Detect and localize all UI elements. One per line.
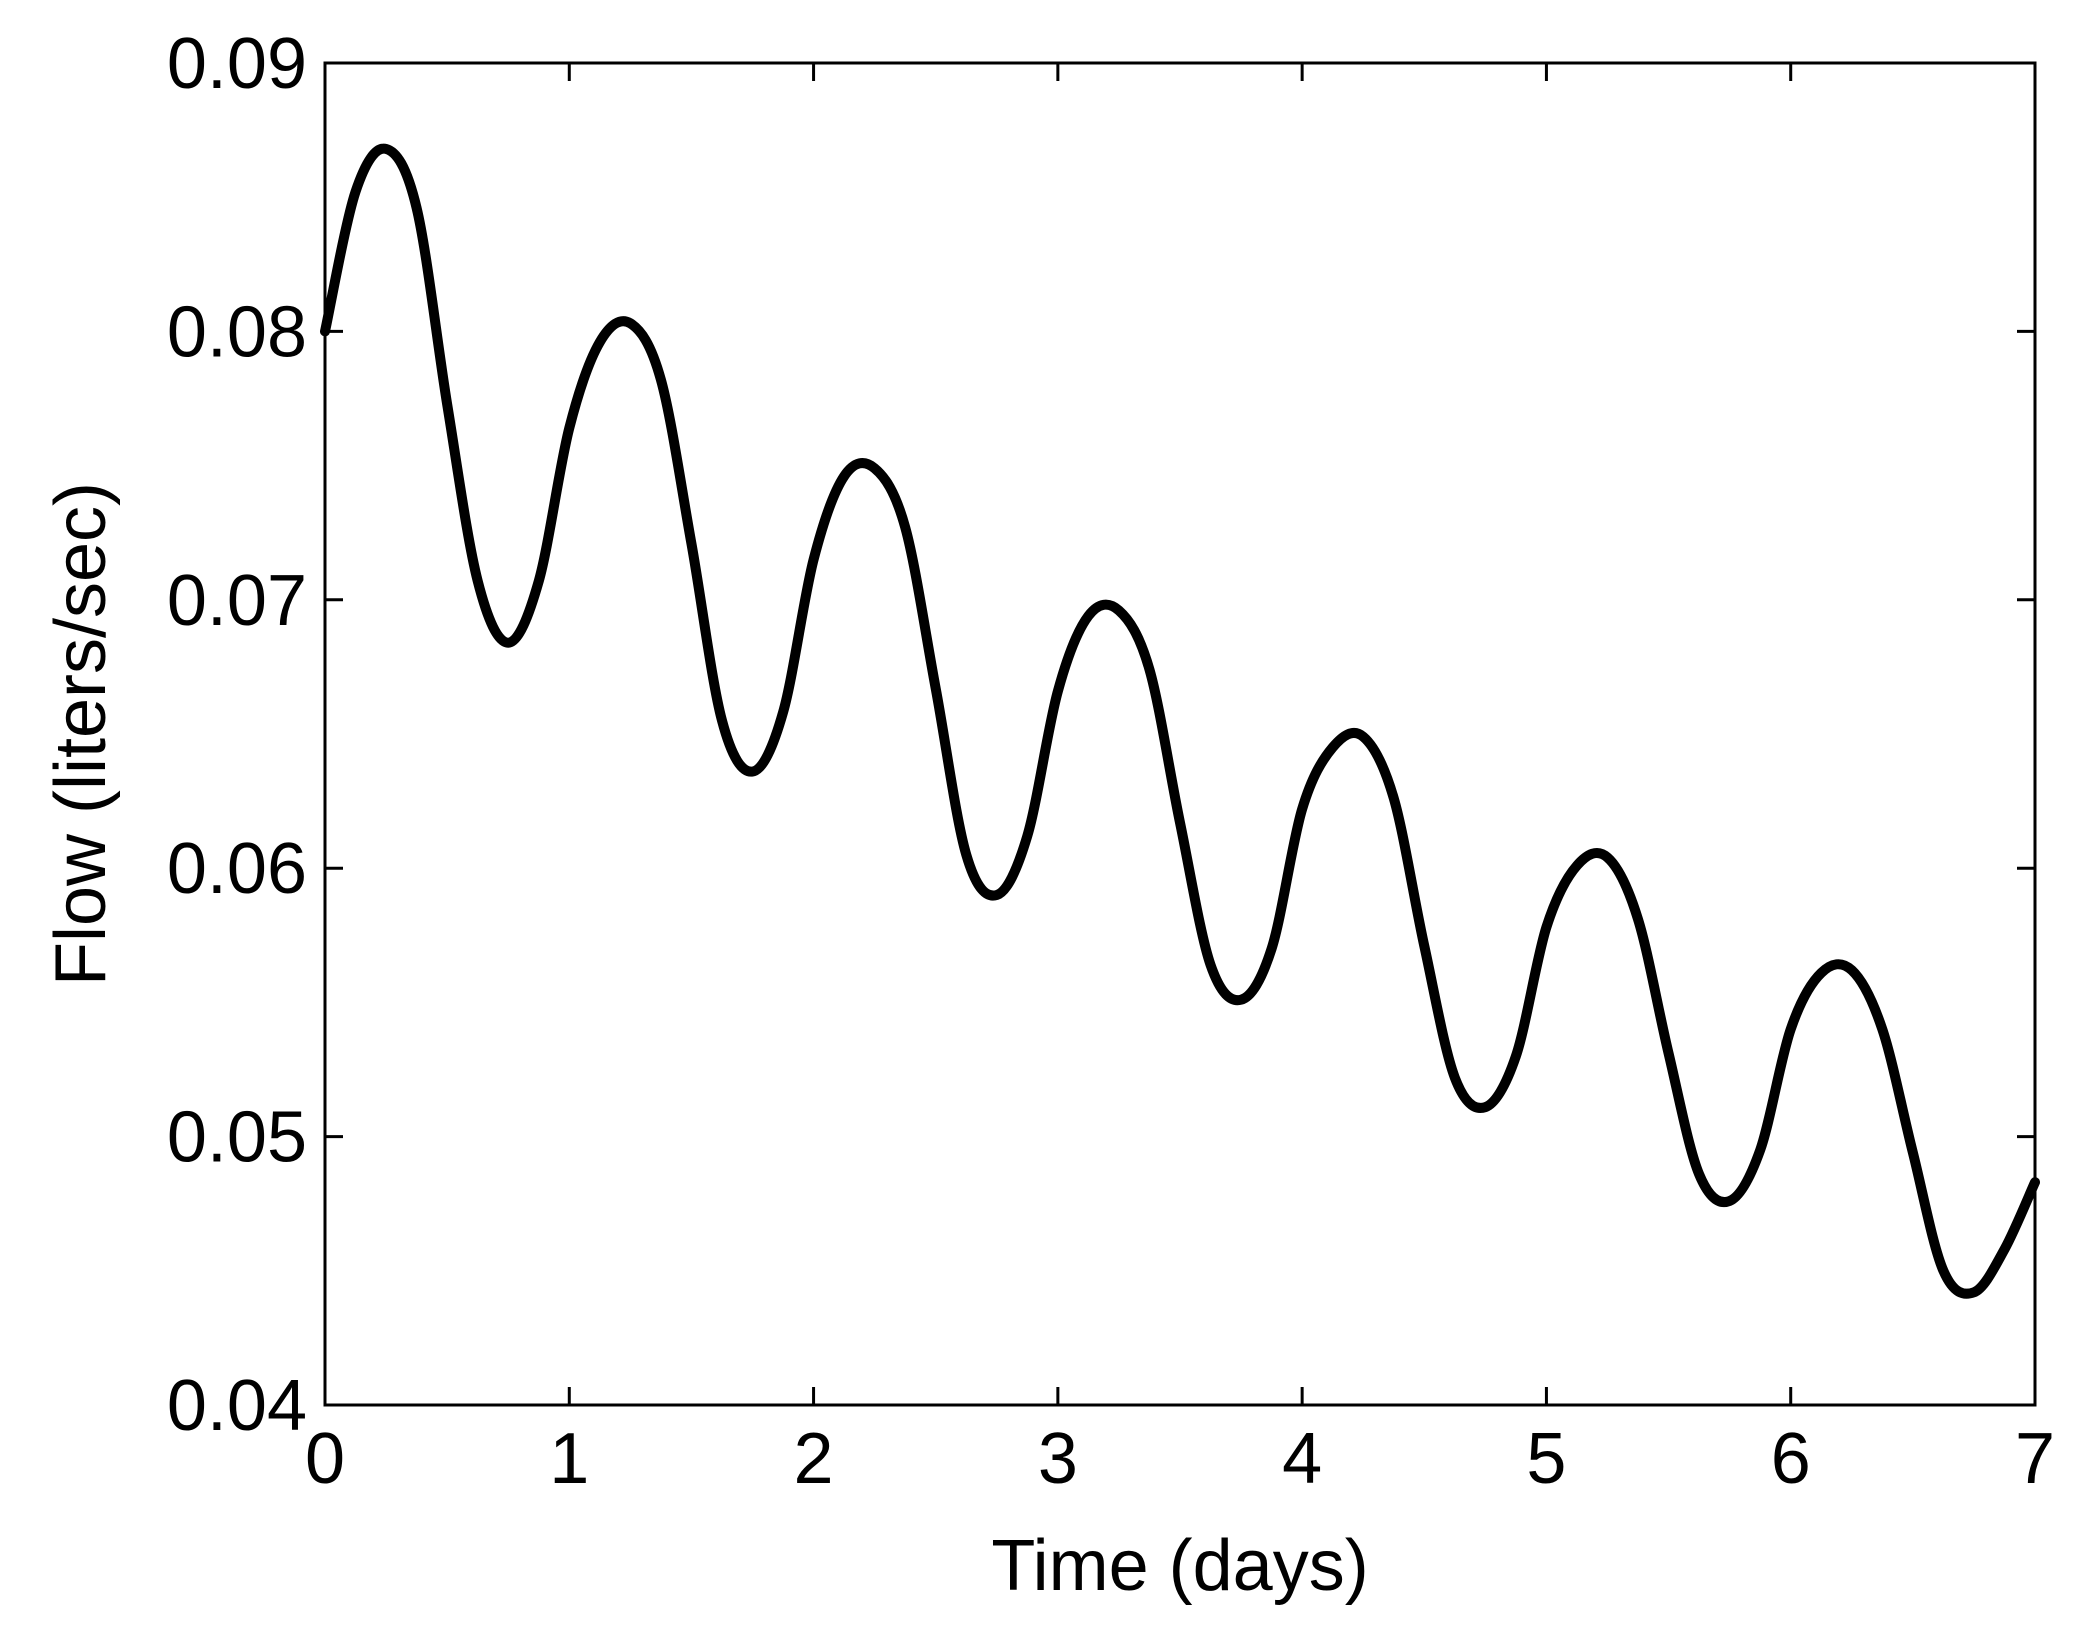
flow-series-line xyxy=(320,143,2040,1299)
y-tick-label: 0.08 xyxy=(167,292,307,372)
y-tick-label: 0.07 xyxy=(167,561,307,641)
x-tick-label: 6 xyxy=(1771,1419,1811,1499)
x-tick-label: 3 xyxy=(1038,1419,1078,1499)
x-tick-label: 1 xyxy=(549,1419,589,1499)
x-tick-label: 5 xyxy=(1526,1419,1566,1499)
x-tick-label: 2 xyxy=(794,1419,834,1499)
y-axis: 0.04 0.05 0.06 0.07 0.08 0.09 xyxy=(167,24,2035,1446)
plot-area-frame xyxy=(323,61,2037,1407)
y-tick-label: 0.06 xyxy=(167,829,307,909)
y-tick-label: 0.04 xyxy=(167,1366,307,1446)
y-tick-label: 0.05 xyxy=(167,1098,307,1178)
x-tick-label: 4 xyxy=(1282,1419,1322,1499)
x-axis: 0 1 2 3 4 5 6 7 xyxy=(305,63,2055,1499)
x-axis-label: Time (days) xyxy=(991,1526,1368,1606)
y-tick-label: 0.09 xyxy=(167,24,307,104)
x-tick-label: 7 xyxy=(2015,1419,2055,1499)
x-tick-label: 0 xyxy=(305,1419,345,1499)
y-axis-label: Flow (liters/sec) xyxy=(41,482,121,986)
